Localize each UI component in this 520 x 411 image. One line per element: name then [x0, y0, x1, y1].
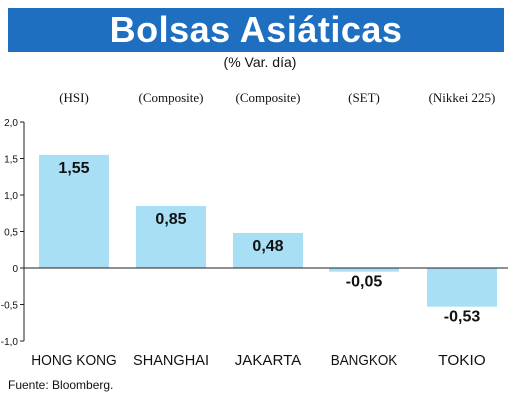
y-tick-label: 0,5: [4, 228, 18, 239]
bar: [427, 268, 497, 307]
index-label: (Composite): [236, 90, 301, 105]
bar: [136, 205, 206, 268]
y-tick-label: -1,0: [1, 337, 19, 348]
bar: [39, 154, 109, 268]
bar: [329, 268, 399, 272]
bar: [233, 232, 303, 268]
y-tick-label: 2,0: [4, 118, 18, 129]
title-banner: Bolsas Asiáticas: [8, 8, 504, 52]
index-label: (Composite): [139, 90, 204, 105]
y-tick-label: 1,0: [4, 191, 18, 202]
value-label: -0,05: [346, 274, 383, 291]
index-label: (HSI): [59, 90, 89, 105]
chart-subtitle: (% Var. día): [223, 54, 297, 70]
category-label: HONG KONG: [31, 352, 117, 369]
category-label: SHANGHAI: [133, 352, 209, 369]
y-tick-label: -0,5: [1, 301, 19, 312]
y-tick-label: 1,5: [4, 155, 18, 166]
category-label: JAKARTA: [235, 352, 302, 369]
value-label: -0,53: [444, 309, 481, 326]
value-label: 0,48: [252, 238, 283, 255]
index-label: (Nikkei 225): [429, 90, 496, 105]
chart-title: Bolsas Asiáticas: [109, 9, 403, 50]
value-label: 0,85: [155, 211, 186, 228]
value-label: 1,55: [58, 160, 89, 177]
source-note: Fuente: Bloomberg.: [8, 378, 114, 392]
category-label: BANGKOK: [331, 352, 398, 369]
category-label: TOKIO: [438, 352, 486, 369]
index-label: (SET): [348, 90, 380, 105]
y-tick-label: 0: [12, 264, 18, 275]
